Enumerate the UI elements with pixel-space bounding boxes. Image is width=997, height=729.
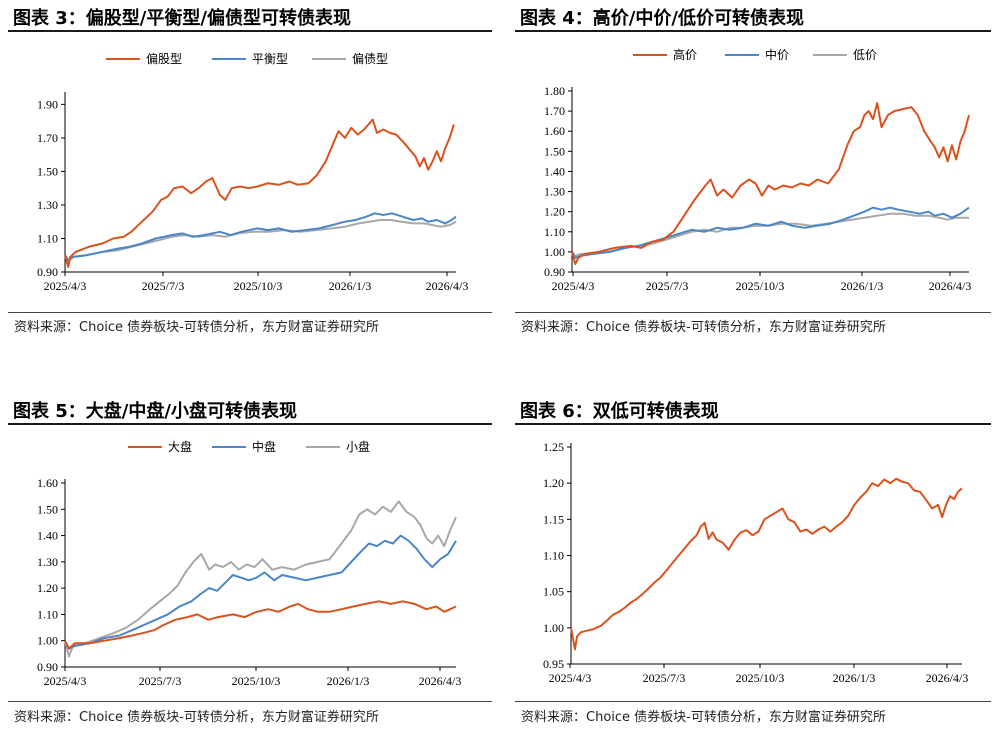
source-divider <box>515 701 991 702</box>
y-tick-label: 0.90 <box>37 265 58 279</box>
y-tick-label: 1.30 <box>37 198 58 212</box>
y-tick-label: 1.50 <box>37 502 58 516</box>
panel-title: 图表 6：双低可转债表现 <box>520 401 719 422</box>
panel-convertible-by-price: 图表 4：高价/中价/低价可转债表现 0.90 1.00 1.10 1.20 1.30 1… <box>507 0 997 364</box>
y-tick-label: 1.20 <box>544 205 565 219</box>
x-tick-label: 2026/1/3 <box>327 674 370 688</box>
series-line-0 <box>571 102 970 265</box>
x-tick-label: 2025/10/3 <box>232 674 281 688</box>
y-tick-label: 1.50 <box>37 164 58 178</box>
x-tick-label: 2025/4/3 <box>44 279 87 293</box>
series-line-0 <box>64 600 457 650</box>
y-tick-label: 1.00 <box>543 621 564 635</box>
y-tick-label: 1.00 <box>544 245 565 259</box>
legend-label: 中价 <box>765 47 789 62</box>
y-tick-label: 1.20 <box>37 581 58 595</box>
source-divider <box>515 312 991 313</box>
panel-title: 图表 4：高价/中价/低价可转债表现 <box>520 8 804 29</box>
title-divider <box>515 30 991 32</box>
chart-convertible-by-size: 0.90 1.00 1.10 1.20 1.30 1.40 1.50 1.60 2025/4/3… <box>37 439 462 688</box>
series-line-1 <box>64 212 457 262</box>
x-tick-label: 2025/7/3 <box>142 279 185 293</box>
legend-label: 平衡型 <box>252 52 288 66</box>
panel-double-low-convertible: 图表 6：双低可转债表现 0.95 1.00 1.05 1.10 1.15 1.20 1.2… <box>507 393 997 729</box>
x-tick-label: 2026/1/3 <box>833 671 876 685</box>
y-tick-label: 1.70 <box>37 131 58 145</box>
legend-label: 中盘 <box>252 439 276 454</box>
series-line-2 <box>571 212 969 257</box>
y-tick-label: 1.30 <box>544 185 565 199</box>
y-tick-label: 1.10 <box>544 225 565 239</box>
y-tick-label: 0.95 <box>543 657 564 671</box>
chart-double-low-convertible: 0.95 1.00 1.05 1.10 1.15 1.20 1.25 2025/4/3 2025… <box>543 440 969 685</box>
chart-convertible-by-price: 0.90 1.00 1.10 1.20 1.30 1.40 1.50 1.60 1.70 1.80… <box>544 47 972 293</box>
x-tick-label: 2025/10/3 <box>234 279 283 293</box>
panel-convertible-by-type: 图表 3：偏股型/平衡型/偏债型可转债表现 0.90 1.10 1.30 1.50 1.… <box>0 0 498 364</box>
y-tick-label: 1.25 <box>543 440 564 454</box>
legend-label: 偏股型 <box>146 51 182 66</box>
series-line-2 <box>64 500 457 658</box>
legend-label: 偏债型 <box>352 51 388 66</box>
y-tick-label: 1.60 <box>544 124 565 138</box>
y-tick-label: 1.70 <box>544 104 565 118</box>
y-tick-label: 1.00 <box>37 634 58 648</box>
x-tick-label: 2026/4/3 <box>926 671 969 685</box>
series-line-2 <box>64 219 457 262</box>
title-divider <box>515 423 991 425</box>
y-tick-label: 0.90 <box>37 660 58 674</box>
x-tick-label: 2025/4/3 <box>552 279 595 293</box>
x-tick-label: 2026/1/3 <box>329 279 372 293</box>
legend-label: 大盘 <box>168 439 192 454</box>
panel-title: 图表 5：大盘/中盘/小盘可转债表现 <box>13 401 297 422</box>
source-note: 资料来源：Choice 债券板块-可转债分析，东方财富证券研究所 <box>521 710 886 725</box>
series-line-1 <box>571 206 970 259</box>
x-tick-label: 2025/4/3 <box>549 671 592 685</box>
source-divider <box>8 312 492 313</box>
series-line-0 <box>570 477 963 651</box>
source-note: 资料来源：Choice 债券板块-可转债分析，东方财富证券研究所 <box>14 710 379 725</box>
y-tick-label: 0.90 <box>544 265 565 279</box>
x-tick-label: 2026/4/3 <box>419 674 462 688</box>
title-divider <box>8 423 492 425</box>
source-note: 资料来源：Choice 债券板块-可转债分析，东方财富证券研究所 <box>14 320 379 335</box>
y-tick-label: 1.60 <box>37 476 58 490</box>
y-tick-label: 1.20 <box>543 476 564 490</box>
legend-label: 低价 <box>853 48 877 62</box>
title-divider <box>8 30 492 32</box>
legend-label: 高价 <box>673 47 697 62</box>
x-tick-label: 2026/4/3 <box>426 279 469 293</box>
chart-convertible-by-type: 0.90 1.10 1.30 1.50 1.70 1.90 2025/4/3 2025/7/3… <box>37 51 469 293</box>
source-note: 资料来源：Choice 债券板块-可转债分析，东方财富证券研究所 <box>521 320 886 335</box>
series-line-0 <box>64 118 455 268</box>
y-tick-label: 1.80 <box>544 84 565 98</box>
legend-label: 小盘 <box>346 439 370 454</box>
y-tick-label: 1.40 <box>544 164 565 178</box>
x-tick-label: 2025/7/3 <box>643 671 686 685</box>
y-tick-label: 1.50 <box>544 144 565 158</box>
panel-title: 图表 3：偏股型/平衡型/偏债型可转债表现 <box>13 8 351 29</box>
series-line-1 <box>64 534 457 650</box>
y-tick-label: 1.40 <box>37 529 58 543</box>
y-tick-label: 1.90 <box>37 97 58 111</box>
x-tick-label: 2025/7/3 <box>139 674 182 688</box>
x-tick-label: 2025/4/3 <box>44 674 87 688</box>
x-tick-label: 2025/10/3 <box>736 279 785 293</box>
x-tick-label: 2026/1/3 <box>841 279 884 293</box>
y-tick-label: 1.05 <box>543 585 564 599</box>
y-tick-label: 1.30 <box>37 555 58 569</box>
y-tick-label: 1.15 <box>543 512 564 526</box>
panel-convertible-by-size: 图表 5：大盘/中盘/小盘可转债表现 0.90 1.00 1.10 1.20 1.30 1… <box>0 393 498 729</box>
x-tick-label: 2025/7/3 <box>646 279 689 293</box>
y-tick-label: 1.10 <box>543 549 564 563</box>
x-tick-label: 2026/4/3 <box>929 279 972 293</box>
source-divider <box>8 701 492 702</box>
y-tick-label: 1.10 <box>37 231 58 245</box>
y-tick-label: 1.10 <box>37 607 58 621</box>
x-tick-label: 2025/10/3 <box>736 671 785 685</box>
